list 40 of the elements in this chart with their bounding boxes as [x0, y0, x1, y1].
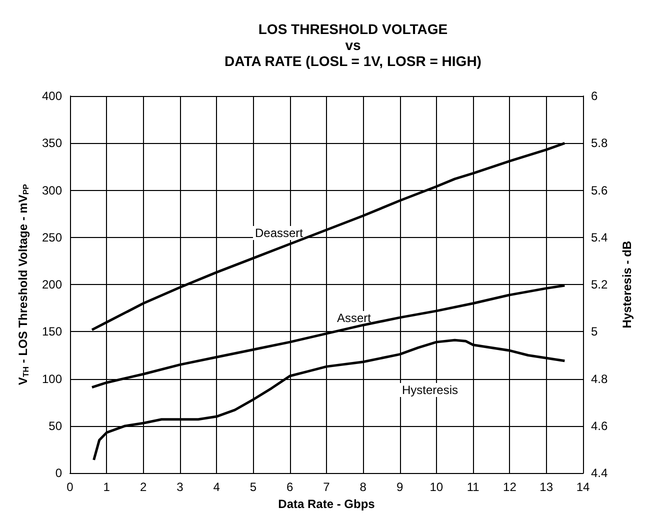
annotation: Hysteresis [402, 383, 458, 397]
x-tick-label: 1 [103, 480, 110, 494]
y-tick-label: 0 [55, 466, 62, 480]
x-tick-label: 3 [176, 480, 184, 494]
x-tick-label: 5 [250, 480, 257, 494]
chart-title: LOS THRESHOLD VOLTAGE vs DATA RATE (LOSL = 1V, LOSR = HIGH) [224, 21, 482, 69]
x-tick-label: 14 [576, 480, 590, 494]
x-tick-label: 7 [323, 480, 330, 494]
x-tick-label: 11 [466, 480, 480, 494]
x-tick-label: 8 [360, 480, 367, 494]
y2-tick-label: 5.4 [591, 230, 608, 244]
y-tick-label: 100 [42, 372, 62, 386]
y2-tick-label: 4.4 [591, 466, 608, 480]
x-axis-title: Data Rate - Gbps [278, 497, 376, 511]
y2-tick-label: 5.8 [591, 136, 608, 150]
y2-tick-label: 5 [591, 324, 598, 339]
x-tick-label: 13 [540, 480, 554, 494]
x-tick-label: 0 [66, 480, 74, 494]
annotation: Deassert [254, 226, 304, 240]
y-tick-label: 400 [42, 89, 62, 103]
y-tick-label: 150 [42, 324, 62, 339]
y-tick-label: 300 [42, 183, 62, 198]
x-tick-label: 9 [396, 480, 404, 494]
x-tick-label: 6 [286, 480, 294, 494]
x-tick-label: 10 [430, 480, 444, 494]
x-tick-label: 2 [140, 480, 147, 494]
y-tick-label: 200 [42, 278, 62, 292]
y-axis-title: VTH - LOS Threshold Voltage - mVPP [16, 183, 30, 386]
y2-tick-label: 5.6 [591, 183, 608, 198]
y-tick-label: 350 [42, 136, 62, 150]
y2-tick-label: 4.8 [591, 372, 608, 386]
y2-axis-title: Hysteresis - dB [620, 240, 634, 328]
y-tick-label: 50 [48, 418, 62, 433]
y-tick-label: 250 [42, 230, 62, 244]
x-tick-label: 12 [503, 480, 517, 494]
x-tick-label: 4 [213, 480, 220, 494]
y2-tick-label: 6 [591, 89, 598, 103]
y2-tick-label: 4.6 [591, 418, 608, 433]
y2-tick-label: 5.2 [591, 278, 608, 292]
annotation: Assert [336, 311, 372, 325]
